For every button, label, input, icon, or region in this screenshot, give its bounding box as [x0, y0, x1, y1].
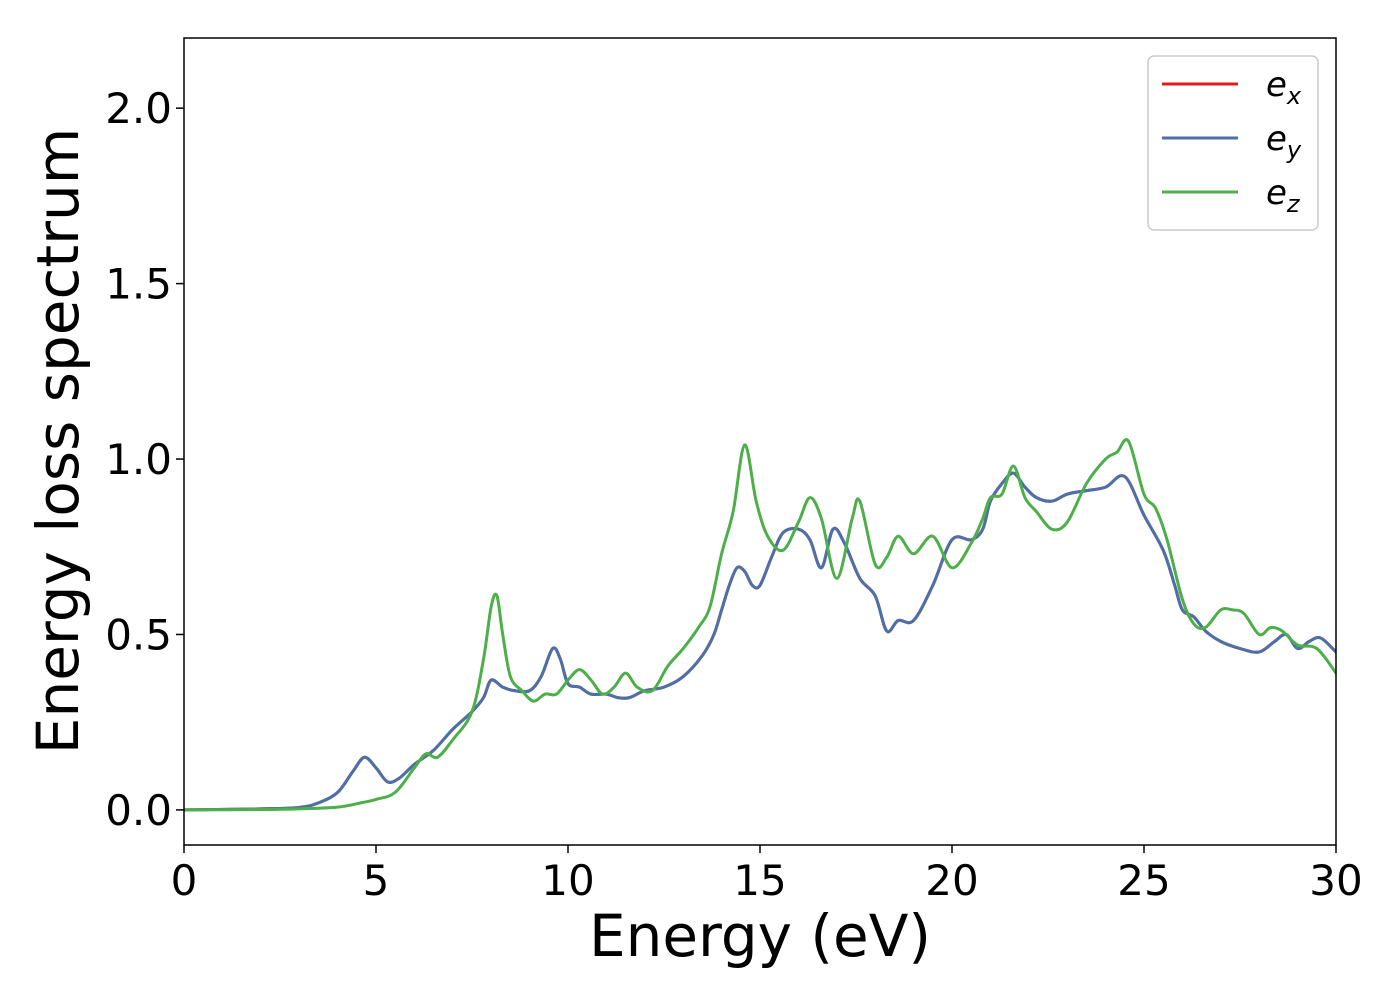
y-axis-label: Energy loss spectrum	[24, 128, 92, 754]
x-tick-label: 5	[363, 856, 390, 905]
legend-box	[1147, 55, 1319, 231]
x-tick-label: 15	[733, 856, 786, 905]
y-tick-label: 1.0	[105, 435, 172, 484]
y-tick-label: 1.5	[105, 260, 172, 309]
y-tick-label: 0.0	[105, 786, 172, 835]
legend-label-e-y: ey	[1266, 119, 1302, 164]
x-axis-label: Energy (eV)	[589, 902, 931, 970]
y-tick-label: 0.5	[105, 610, 172, 659]
x-tick-label: 0	[171, 856, 198, 905]
legend-label-e-x: ex	[1266, 65, 1302, 110]
x-tick-label: 10	[541, 856, 594, 905]
series-layer	[184, 438, 1336, 812]
series-line-e-z	[184, 438, 1336, 812]
x-tick-label: 30	[1309, 856, 1362, 905]
x-axis: 0 5 10 15 20 25 30	[171, 845, 1363, 905]
x-tick-label: 25	[1117, 856, 1170, 905]
legend-label-e-z: ez	[1266, 173, 1301, 218]
y-tick-label: 2.0	[105, 84, 172, 133]
legend: ex ey ez	[1147, 55, 1319, 231]
x-tick-label: 20	[925, 856, 978, 905]
y-axis: 0.0 0.5 1.0 1.5 2.0	[105, 84, 184, 835]
